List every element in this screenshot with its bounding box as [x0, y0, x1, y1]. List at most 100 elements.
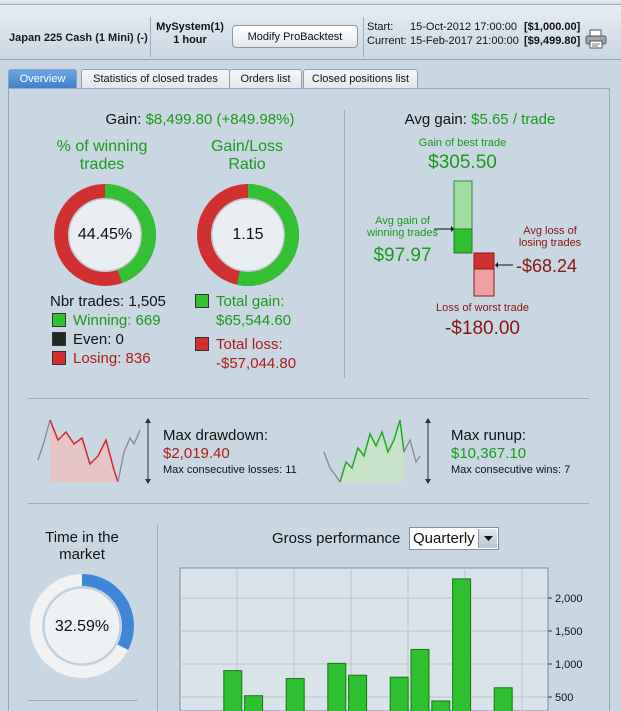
- losing-count: Losing: 836: [73, 350, 151, 367]
- header-divider: [363, 17, 364, 57]
- chart-bar: [389, 676, 409, 711]
- donut-center: [211, 198, 285, 272]
- tab-statistics-closed-trades[interactable]: Statistics of closed trades: [81, 69, 230, 89]
- worst-trade-bar: [473, 268, 495, 297]
- chart-y-ticks: 2,000 1,500 1,000 500: [548, 593, 583, 704]
- gain-loss-title-line1: Gain/Loss: [210, 138, 284, 155]
- instrument-name: Japan 225 Cash (1 Mini) (-): [9, 32, 148, 44]
- avg-gain-loss-diagram: [434, 180, 513, 297]
- modify-probacktest-button[interactable]: Modify ProBacktest: [232, 25, 358, 48]
- worst-trade-label: Loss of worst trade: [436, 302, 529, 314]
- max-drawdown-title: Max drawdown:: [163, 427, 269, 444]
- period-select-value: Quarterly: [413, 530, 475, 547]
- gain-value: $8,499.80 (+849.98%): [145, 111, 295, 128]
- chart-bar: [410, 648, 430, 711]
- winning-pct-title-line1: % of winning: [56, 138, 148, 155]
- drawdown-line-after: [117, 429, 141, 483]
- max-drawdown-value: $2,019.40: [163, 445, 230, 462]
- chart-bar: [348, 674, 368, 711]
- avg-gain-value: $5.65 / trade: [471, 111, 556, 128]
- total-gain-value: $65,544.60: [216, 312, 292, 329]
- avg-loss-arrowhead: [495, 262, 498, 268]
- max-consecutive-wins: Max consecutive wins: 7: [451, 464, 571, 476]
- chart-bar: [431, 700, 451, 711]
- time-in-market-title: Time in the market: [22, 529, 142, 563]
- time-in-market-value: 32.59%: [54, 618, 110, 635]
- current-label: Current:: [367, 35, 407, 47]
- gain-loss-donut: [197, 184, 299, 286]
- winning-count: Winning: 669: [73, 312, 161, 329]
- window-top-strip: [0, 0, 621, 5]
- gross-performance-chart: 2,000 1,500 1,000 500: [179, 567, 583, 711]
- winning-pct-donut: [54, 184, 156, 286]
- total-gain-swatch: [195, 294, 209, 308]
- section-divider: [28, 398, 589, 399]
- period-select[interactable]: Quarterly: [409, 527, 499, 550]
- avg-win-label-line2: winning trades: [367, 227, 438, 239]
- time-in-market-title-line1: Time in the: [45, 529, 119, 546]
- drawdown-sparkline: [37, 418, 151, 484]
- chart-bar: [285, 678, 305, 711]
- runup-line-after: [403, 438, 421, 464]
- donut-time-segment: [30, 574, 134, 678]
- total-loss-value: -$57,044.80: [216, 355, 297, 372]
- start-date: 15-Oct-2012 17:00:00: [410, 21, 518, 33]
- total-loss-swatch: [195, 337, 209, 351]
- section-divider: [344, 110, 345, 378]
- total-gain-label: Total gain:: [216, 293, 285, 310]
- system-timeframe: 1 hour: [173, 34, 207, 46]
- avg-loss-value: -$68.24: [516, 256, 578, 276]
- runup-sparkline: [323, 418, 431, 484]
- chart-y-tick-label: 1,500: [555, 626, 583, 638]
- gross-performance-title: Gross performance: [272, 530, 401, 547]
- chart-bars: [223, 578, 513, 711]
- chart-bar: [493, 687, 513, 711]
- avg-win-label: Avg gain of winning trades: [355, 215, 450, 239]
- chevron-down-glyph: [484, 536, 493, 541]
- winning-pct-value: 44.45%: [77, 226, 133, 243]
- section-divider: [157, 524, 158, 711]
- avg-loss-label: Avg loss of losing trades: [508, 225, 592, 249]
- time-in-market-title-line2: market: [59, 546, 105, 563]
- avg-loss-label-line1: Avg loss of: [523, 225, 577, 237]
- start-capital: [$1,000.00]: [524, 21, 581, 33]
- avg-gain-summary: Avg gain: $5.65 / trade: [380, 111, 580, 128]
- current-date: 15-Feb-2017 21:00:00: [410, 35, 519, 47]
- best-trade-bar: [453, 180, 473, 230]
- chart-bar: [223, 670, 243, 711]
- avg-loss-bar: [473, 252, 495, 270]
- gain-summary: Gain: $8,499.80 (+849.98%): [80, 111, 320, 128]
- drawdown-range-arrow-bottom: [145, 479, 151, 484]
- chevron-down-icon[interactable]: [478, 529, 497, 548]
- even-count: Even: 0: [73, 331, 124, 348]
- start-label: Start:: [367, 21, 394, 33]
- losing-legend-swatch: [52, 351, 66, 365]
- best-trade-label: Gain of best trade: [418, 137, 507, 149]
- tab-closed-positions-list[interactable]: Closed positions list: [303, 69, 418, 89]
- even-legend-swatch: [52, 332, 66, 346]
- best-trade-value: $305.50: [428, 152, 497, 173]
- current-capital: [$9,499.80]: [524, 35, 581, 47]
- chart-bar: [244, 695, 264, 711]
- runup-line-before: [323, 451, 341, 483]
- gain-label: Gain:: [105, 111, 142, 128]
- section-divider: [28, 503, 589, 504]
- printer-icon[interactable]: [585, 29, 607, 49]
- drawdown-area: [50, 420, 118, 482]
- worst-trade-value: -$180.00: [444, 318, 520, 339]
- tab-overview[interactable]: Overview: [8, 69, 77, 89]
- winning-pct-title: % of winning trades: [42, 138, 162, 174]
- section-divider: [28, 700, 138, 701]
- tab-orders-list[interactable]: Orders list: [229, 69, 302, 89]
- max-runup-value: $10,367.10: [451, 445, 527, 462]
- total-loss-label: Total loss:: [216, 336, 283, 353]
- drawdown-line-before: [37, 419, 51, 461]
- avg-gain-label: Avg gain:: [404, 111, 467, 128]
- nbr-trades: Nbr trades: 1,505: [50, 293, 166, 310]
- winning-pct-title-line2: trades: [79, 156, 125, 173]
- chart-y-tick-label: 500: [555, 692, 573, 704]
- avg-win-arrowhead: [451, 226, 454, 232]
- time-in-market-donut: [30, 574, 134, 678]
- donut-center: [43, 587, 121, 665]
- header-bar: Japan 225 Cash (1 Mini) (-) MySystem(1) …: [0, 5, 621, 60]
